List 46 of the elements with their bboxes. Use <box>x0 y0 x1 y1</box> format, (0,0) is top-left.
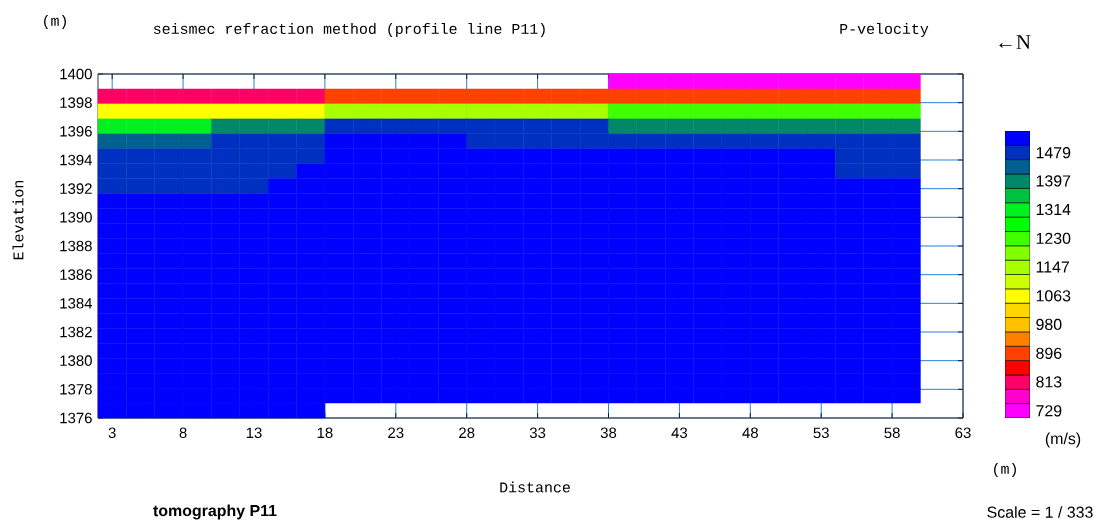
x-tick-label: 48 <box>742 427 758 439</box>
y-axis-title: Elevation <box>12 180 24 260</box>
y-tick-label: 1378 <box>60 384 92 395</box>
y-tick-label: 1398 <box>60 97 92 108</box>
y-tick-label: 1400 <box>60 68 92 80</box>
y-tick-label: 1380 <box>60 355 92 366</box>
x-tick-label: 8 <box>179 427 187 439</box>
text: (m) <box>44 15 66 29</box>
y-tick-label: 1392 <box>60 183 92 194</box>
color-bar-title: (m/s) <box>1045 432 1081 448</box>
y-tick-label: 1390 <box>60 212 92 223</box>
y-tick-label: 1388 <box>60 240 92 252</box>
x-tick-label: 58 <box>884 427 900 439</box>
x-axis-title: Distance <box>500 481 570 493</box>
color-bar-label: 1147 <box>1036 261 1069 273</box>
x-tick-label: 38 <box>600 427 617 439</box>
x-tick-label: 63 <box>955 427 971 439</box>
text: Scale = 1 / 333 <box>987 506 1093 518</box>
x-tick-label: 23 <box>388 427 404 439</box>
text: P-velocity <box>840 23 929 37</box>
x-tick-label: 28 <box>459 427 475 439</box>
y-tick-label: 1382 <box>60 326 92 338</box>
y-tick-label: 1376 <box>60 412 92 424</box>
x-tick-label: 43 <box>671 427 688 439</box>
color-bar-label: 1397 <box>1036 175 1071 187</box>
color-bar-label: 1479 <box>1036 147 1071 159</box>
color-bar-label: 1063 <box>1036 290 1071 302</box>
color-bar-label: 813 <box>1036 376 1062 388</box>
text: ←N <box>999 35 1031 49</box>
y-tick-label: 1396 <box>60 126 92 137</box>
y-tick-label: 1394 <box>60 154 93 166</box>
x-tick-label: 18 <box>317 427 333 439</box>
color-bar-label: 1230 <box>1036 232 1071 245</box>
y-tick-label: 1386 <box>60 269 92 280</box>
chart-title: seismec refraction method (profile line P11) <box>153 23 545 37</box>
x-tick-label: 53 <box>813 427 829 439</box>
x-tick-label: 13 <box>246 427 262 439</box>
text: tomography P11 <box>153 504 277 520</box>
color-bar-label: 980 <box>1036 318 1062 331</box>
color-bar-label: 1314 <box>1036 203 1071 216</box>
x-tick-label: 33 <box>529 427 546 439</box>
color-bar-label: 729 <box>1036 405 1062 417</box>
x-tick-label: 3 <box>108 427 116 439</box>
text: (m) <box>994 463 1016 477</box>
y-tick-label: 1384 <box>60 298 93 309</box>
color-bar-label: 896 <box>1036 347 1062 359</box>
